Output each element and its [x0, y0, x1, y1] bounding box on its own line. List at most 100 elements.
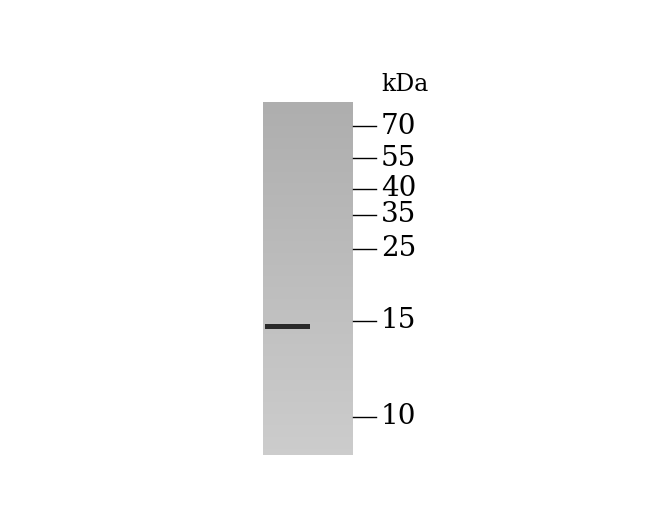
Bar	[263, 220, 354, 222]
Bar	[263, 107, 354, 108]
Bar	[263, 329, 354, 330]
Bar	[263, 391, 354, 393]
Bar	[263, 283, 354, 284]
Bar	[263, 211, 354, 213]
Bar	[263, 349, 354, 350]
Bar	[263, 160, 354, 161]
Bar	[263, 399, 354, 401]
Bar	[263, 444, 354, 446]
Bar	[263, 318, 354, 320]
Bar	[263, 293, 354, 295]
Bar	[263, 140, 354, 141]
Bar	[263, 397, 354, 398]
Text: 10: 10	[381, 403, 417, 430]
Bar	[263, 285, 354, 287]
Bar	[263, 148, 354, 149]
Bar	[263, 196, 354, 198]
Bar	[263, 406, 354, 408]
Bar	[263, 393, 354, 395]
Bar	[263, 271, 354, 273]
Bar	[263, 142, 354, 144]
Bar	[263, 430, 354, 431]
Text: 25: 25	[381, 235, 416, 262]
Bar	[263, 128, 354, 129]
Bar	[263, 437, 354, 438]
Bar	[263, 259, 354, 261]
Bar	[263, 183, 354, 185]
Bar	[263, 287, 354, 288]
Bar	[263, 237, 354, 239]
Bar	[263, 141, 354, 142]
Bar	[263, 322, 354, 323]
Bar	[263, 258, 354, 260]
Bar	[263, 445, 354, 447]
Bar	[263, 168, 354, 170]
Bar	[263, 310, 354, 311]
Bar	[263, 195, 354, 197]
Bar	[263, 173, 354, 174]
Bar	[263, 264, 354, 266]
Bar	[263, 446, 354, 448]
Bar	[263, 209, 354, 211]
Bar	[263, 350, 354, 352]
Bar	[263, 302, 354, 303]
Bar	[263, 334, 354, 336]
Bar	[263, 170, 354, 172]
Bar	[263, 111, 354, 113]
Bar	[263, 249, 354, 251]
Bar	[263, 303, 354, 304]
Bar	[263, 374, 354, 376]
Bar	[263, 137, 354, 139]
Bar	[263, 224, 354, 226]
Bar	[263, 179, 354, 181]
Text: 40: 40	[381, 175, 417, 202]
Bar	[263, 235, 354, 236]
Bar	[263, 216, 354, 217]
Bar	[263, 412, 354, 414]
Bar	[263, 409, 354, 410]
Bar	[263, 242, 354, 243]
Bar	[263, 152, 354, 154]
Bar	[263, 162, 354, 163]
Bar	[263, 124, 354, 126]
Bar	[263, 245, 354, 247]
Bar	[263, 352, 354, 354]
Bar	[263, 365, 354, 367]
Bar	[263, 236, 354, 238]
Bar	[263, 325, 354, 327]
Bar	[263, 169, 354, 171]
Bar	[263, 109, 354, 111]
Bar	[263, 402, 354, 404]
Bar	[263, 304, 354, 306]
Bar	[263, 387, 354, 389]
Bar	[263, 161, 354, 162]
Bar	[263, 292, 354, 294]
Bar	[263, 284, 354, 285]
Bar	[263, 208, 354, 210]
Bar	[263, 306, 354, 308]
Bar	[263, 127, 354, 128]
Bar	[263, 332, 354, 334]
Bar	[263, 432, 354, 434]
Bar	[263, 175, 354, 176]
Bar	[263, 375, 354, 378]
Bar	[263, 361, 354, 363]
Bar	[263, 176, 354, 178]
Bar	[263, 241, 354, 242]
Bar	[263, 354, 354, 355]
Bar	[263, 319, 354, 321]
Bar	[263, 333, 354, 335]
Bar	[263, 116, 354, 118]
Bar	[263, 383, 354, 384]
Bar	[263, 425, 354, 426]
Bar	[263, 118, 354, 119]
Bar	[263, 215, 354, 216]
Bar	[263, 151, 354, 153]
Bar	[263, 136, 354, 138]
Bar	[263, 163, 354, 165]
Bar	[263, 174, 354, 175]
Bar	[263, 135, 354, 137]
Bar	[263, 450, 354, 451]
Bar	[263, 254, 354, 255]
Bar	[263, 115, 354, 116]
